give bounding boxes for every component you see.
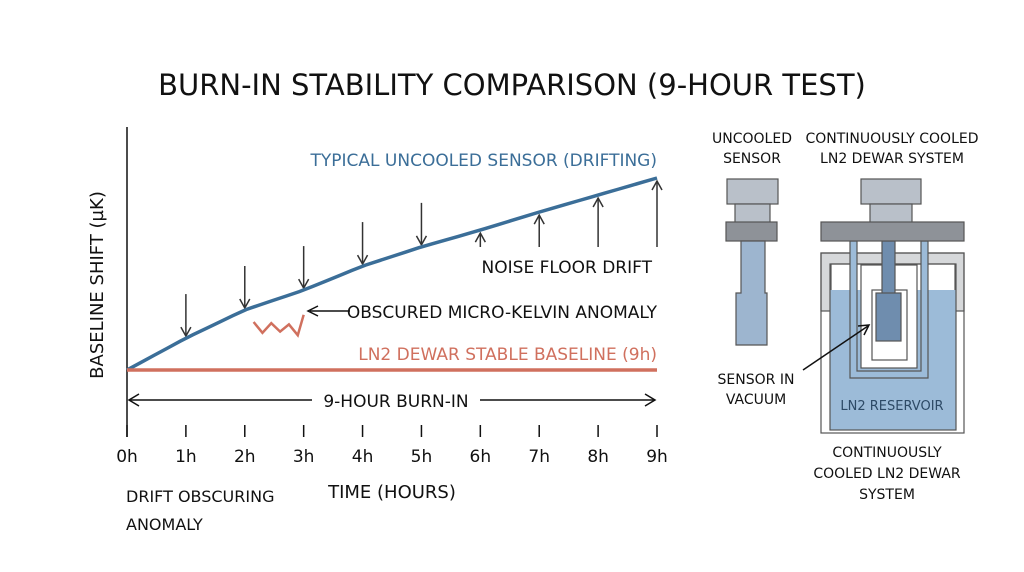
right-arrowhead-icon [644, 393, 657, 407]
x-tick-label: 8h [587, 447, 609, 467]
arrowhead-icon [592, 196, 604, 208]
x-tick-label: 1h [175, 447, 197, 467]
hardware-diagram: UNCOOLED SENSOR CONTINUOUSLY COOLED LN2 … [712, 131, 978, 503]
series-uncooled-label: TYPICAL UNCOOLED SENSOR (DRIFTING) [310, 151, 658, 171]
x-tick-label: 3h [293, 447, 315, 467]
bottom-label-1: CONTINUOUSLY [832, 445, 942, 461]
dewar-illustration [820, 178, 965, 434]
y-axis-label: BASELINE SHIFT (µK) [87, 191, 108, 379]
arrowhead-icon [306, 305, 319, 317]
bottom-label-2: COOLED LN2 DEWAR [813, 466, 961, 482]
x-tick-label: 4h [352, 447, 374, 467]
anomaly-zigzag [252, 314, 305, 338]
chart: BASELINE SHIFT (µK) TIME (HOURS) 0h 1h 2h 3… [87, 127, 668, 534]
cooled-label-2: LN2 DEWAR SYSTEM [820, 151, 964, 167]
cooled-label-1: CONTINUOUSLY COOLED [805, 131, 978, 147]
noise-floor-label: NOISE FLOOR DRIFT [482, 258, 653, 278]
left-arrowhead-icon [127, 393, 140, 407]
arrowhead-icon [651, 179, 663, 191]
series-ln2-label: LN2 DEWAR STABLE BASELINE (9h) [358, 345, 657, 365]
x-tick-label: 5h [411, 447, 433, 467]
sensor-label-1: SENSOR IN [718, 372, 795, 388]
arrowhead-icon [474, 231, 486, 243]
uncooled-label-2: SENSOR [723, 151, 781, 167]
drift-note-line1: DRIFT OBSCURING [126, 487, 274, 506]
x-axis-label: TIME (HOURS) [327, 482, 456, 503]
arrowhead-icon [533, 213, 545, 225]
x-tick-label: 6h [470, 447, 492, 467]
arrowhead-icon [356, 254, 369, 266]
anomaly-label: OBSCURED MICRO-KELVIN ANOMALY [347, 303, 658, 323]
reservoir-label: LN2 RESERVOIR [840, 399, 943, 414]
arrowhead-icon [415, 235, 428, 247]
x-tick-label: 0h [116, 447, 138, 467]
sensor-pointer-arrow [802, 325, 869, 371]
uncooled-label-1: UNCOOLED [712, 131, 792, 147]
burn-in-span: 9-HOUR BURN-IN [127, 392, 657, 412]
arrowhead-icon [857, 324, 871, 336]
arrowhead-icon [180, 326, 192, 338]
figure-title: BURN-IN STABILITY COMPARISON (9-HOUR TES… [158, 68, 866, 102]
x-tick-label: 9h [646, 447, 668, 467]
x-tick-label: 7h [528, 447, 550, 467]
series-uncooled-line [126, 176, 658, 372]
drift-note-line2: ANOMALY [126, 515, 203, 534]
x-tick-label: 2h [234, 447, 256, 467]
uncooled-sensor-illustration [725, 178, 779, 346]
burn-in-label: 9-HOUR BURN-IN [323, 392, 468, 412]
sensor-label-2: VACUUM [726, 392, 786, 408]
bottom-label-3: SYSTEM [859, 487, 915, 503]
arrowhead-icon [239, 298, 251, 310]
